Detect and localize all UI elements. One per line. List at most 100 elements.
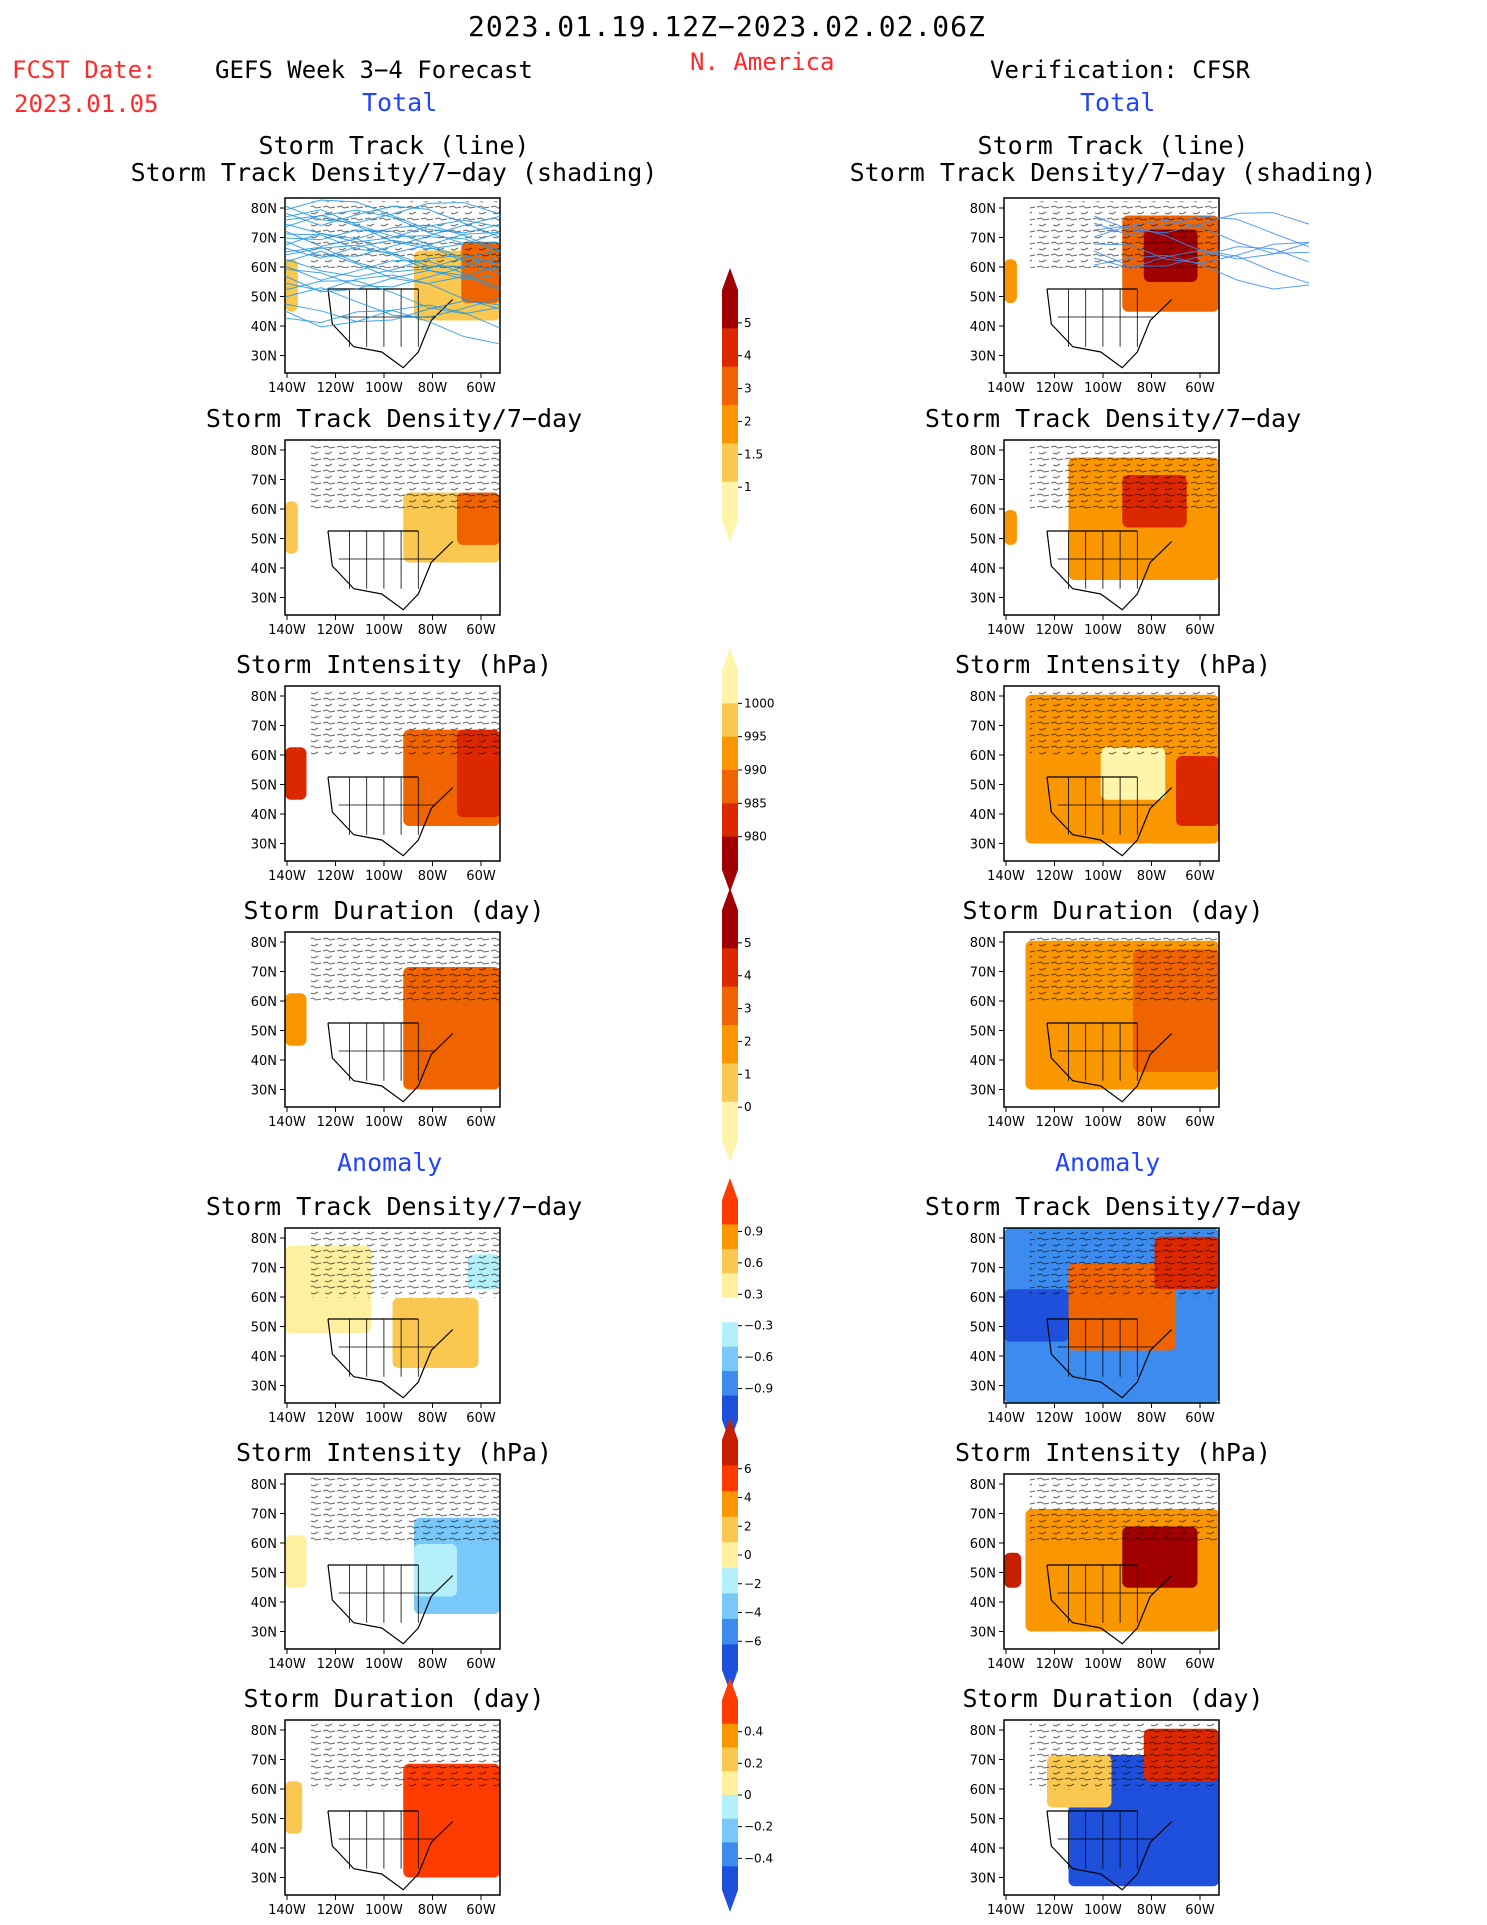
lat-tick-label: 80N (970, 690, 996, 705)
lat-tick-label: 30N (251, 1626, 277, 1641)
shading-patch (1004, 510, 1017, 545)
colorbar-segment (722, 770, 738, 804)
lat-tick-label: 80N (251, 1478, 277, 1493)
colorbar-tick-label: 4 (744, 969, 752, 983)
map-frame (284, 1227, 501, 1404)
colorbar-arrow-top (722, 888, 738, 910)
colorbar-tick-label: −0.3 (744, 1319, 773, 1333)
map-frame (284, 931, 501, 1108)
us-outline (1046, 1022, 1173, 1103)
shading-patch (392, 1298, 479, 1368)
colorbar-density-anomaly: 0.9 0.6 0.3 −0.3 −0.6 −0.9 (722, 1178, 773, 1442)
colorbar-segment (722, 1063, 738, 1103)
anomaly-right-label: Anomaly (1055, 1148, 1161, 1177)
storm-track-line (284, 202, 501, 224)
map-panel-left-2: 80N 70N 60N 50N 40N 30N 140W 120W 100W 80W 60W (251, 685, 501, 884)
colorbar-segment (722, 1516, 738, 1543)
storm-track-line (284, 270, 501, 293)
lon-tick-label: 140W (987, 1657, 1025, 1672)
title-duration-anom-left: Storm Duration (day) (243, 1684, 545, 1713)
lon-tick-label: 140W (268, 623, 306, 638)
us-outline (327, 1564, 454, 1645)
colorbar-segment (722, 1101, 738, 1141)
storm-track-line (284, 224, 501, 252)
shading-patch (403, 1763, 500, 1878)
lon-tick-label: 120W (317, 1657, 355, 1672)
colorbar-arrow-bottom (722, 870, 738, 892)
colorbar-segment (722, 366, 738, 406)
lon-tick-label: 120W (1036, 1903, 1074, 1918)
lat-tick-label: 30N (970, 592, 996, 607)
lat-tick-label: 70N (251, 1754, 277, 1769)
colorbar-arrow-bottom (722, 1890, 738, 1912)
map-frame (1003, 685, 1220, 862)
colorbar-tick-label: 5 (744, 316, 752, 330)
forecast-title: GEFS Week 3−4 Forecast (215, 56, 533, 84)
lat-tick-label: 50N (970, 291, 996, 306)
colorbar-tick-label: 0.3 (744, 1287, 763, 1301)
colorbar-duration-total: 5 4 3 2 1 0 (722, 888, 752, 1162)
lat-tick-label: 50N (970, 1813, 996, 1828)
storm-track-line (284, 236, 501, 257)
map-frame (284, 197, 501, 374)
colorbar-tick-label: 0.2 (744, 1756, 763, 1770)
lon-tick-label: 140W (987, 1411, 1025, 1426)
lat-tick-label: 50N (251, 779, 277, 794)
map-frame (284, 439, 501, 616)
lat-tick-label: 50N (251, 1025, 277, 1040)
lon-tick-label: 120W (317, 869, 355, 884)
lon-tick-label: 60W (466, 1115, 496, 1130)
us-outline (1046, 776, 1173, 857)
storm-track-line (1093, 246, 1310, 267)
lat-tick-label: 60N (251, 261, 277, 276)
colorbar-tick-label: −0.6 (744, 1350, 773, 1364)
lat-tick-label: 80N (251, 444, 277, 459)
colorbar-segment (722, 328, 738, 368)
storm-track-line (284, 300, 501, 323)
lon-tick-label: 60W (466, 1411, 496, 1426)
colorbar-segment (722, 1618, 738, 1645)
coastline-texture (1029, 935, 1219, 1002)
colorbar-tick-label: 0 (744, 1100, 752, 1114)
lon-tick-label: 120W (1036, 623, 1074, 638)
storm-track-line (284, 260, 501, 289)
colorbar-segment (722, 1273, 738, 1299)
map-panel-left-3: 80N 70N 60N 50N 40N 30N 140W 120W 100W 80W 60W (251, 931, 501, 1130)
lat-tick-label: 60N (970, 995, 996, 1010)
shading-patch (1100, 747, 1166, 800)
lat-tick-label: 80N (251, 202, 277, 217)
lat-tick-label: 60N (970, 1291, 996, 1306)
lat-tick-label: 30N (251, 592, 277, 607)
lat-tick-label: 80N (970, 936, 996, 951)
storm-track-line (284, 246, 501, 273)
colorbar-tick-label: 985 (744, 796, 767, 810)
lat-tick-label: 30N (970, 1380, 996, 1395)
lon-tick-label: 60W (1185, 623, 1215, 638)
lat-tick-label: 50N (970, 1321, 996, 1336)
total-right-label: Total (1080, 88, 1156, 117)
shading-patch (285, 259, 298, 312)
colorbar-tick-label: 0.4 (744, 1725, 763, 1739)
map-panel-right-4: 80N 70N 60N 50N 40N 30N 140W 120W 100W 80W 60W (970, 1227, 1220, 1426)
title-intensity-anom-left: Storm Intensity (hPa) (235, 1438, 553, 1467)
lat-tick-label: 40N (970, 1842, 996, 1857)
title-track-right: Storm Track (line) Storm Track Density/7… (833, 132, 1393, 186)
us-outline (327, 1022, 454, 1103)
lat-tick-label: 60N (251, 995, 277, 1010)
storm-tracks-forecast (284, 199, 501, 345)
map-panel-right-3: 80N 70N 60N 50N 40N 30N 140W 120W 100W 80W 60W (970, 931, 1220, 1130)
map-panel-left-0: 80N 70N 60N 50N 40N 30N 140W 120W 100W 80W 60W (251, 197, 501, 396)
storm-track-line (284, 214, 501, 250)
lat-tick-label: 80N (251, 936, 277, 951)
lat-tick-label: 70N (251, 720, 277, 735)
title-density-right: Storm Track Density/7−day (924, 404, 1302, 433)
coastline-texture (1029, 1477, 1219, 1544)
storm-track-line (284, 274, 501, 310)
lon-tick-label: 60W (1185, 1657, 1215, 1672)
lat-tick-label: 70N (970, 1754, 996, 1769)
lat-tick-label: 50N (251, 291, 277, 306)
colorbar-tick-label: 0 (744, 1788, 752, 1802)
lon-tick-label: 120W (317, 1411, 355, 1426)
lat-tick-label: 40N (970, 1350, 996, 1365)
lat-tick-label: 30N (251, 838, 277, 853)
